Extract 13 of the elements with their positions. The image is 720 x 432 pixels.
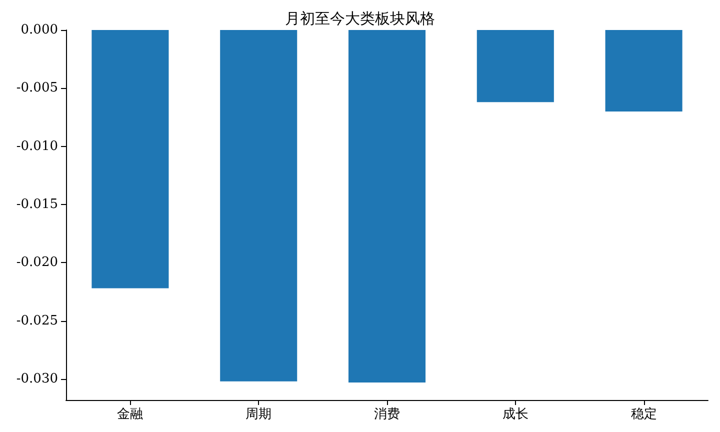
x-tick-label: 成长 — [502, 407, 528, 422]
y-tick-label: -0.005 — [16, 80, 58, 96]
y-tick-label: -0.020 — [16, 255, 58, 270]
y-tick-label: -0.010 — [16, 138, 58, 154]
chart-title: 月初至今大类板块风格 — [285, 10, 435, 28]
x-tick-label: 周期 — [246, 407, 272, 422]
x-tick-label: 金融 — [117, 407, 144, 422]
y-tick-label: -0.030 — [16, 372, 58, 387]
y-tick-label: 0.000 — [20, 22, 58, 38]
x-tick-label: 稳定 — [630, 407, 657, 422]
y-tick-label: -0.025 — [16, 313, 58, 328]
y-tick-label: -0.015 — [16, 197, 58, 212]
x-tick-label: 消费 — [374, 407, 400, 422]
